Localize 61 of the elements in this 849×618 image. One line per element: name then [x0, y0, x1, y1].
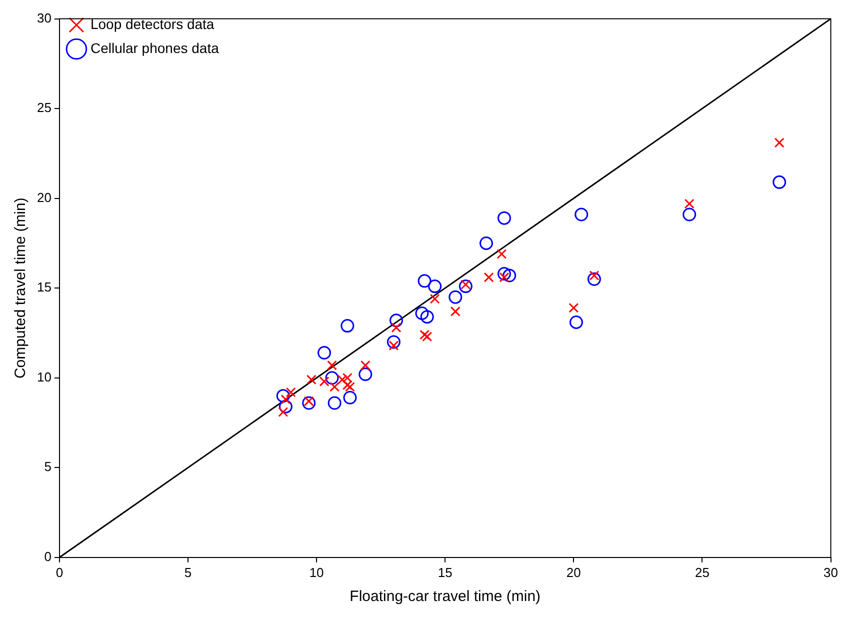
- point: [774, 138, 784, 148]
- point: [772, 175, 786, 189]
- y-tick-label: 10: [36, 369, 52, 384]
- point: [498, 266, 511, 280]
- point: [682, 208, 696, 222]
- point: [360, 360, 370, 370]
- point: [328, 396, 342, 410]
- point: [358, 368, 372, 382]
- point: [337, 374, 348, 385]
- point: [330, 382, 340, 392]
- point: [428, 280, 442, 294]
- point: [448, 290, 462, 304]
- point: [415, 306, 429, 320]
- point: [325, 371, 339, 385]
- x-tick-label: 25: [694, 564, 710, 580]
- point: [458, 280, 472, 294]
- point: [480, 236, 493, 250]
- legend-label: Loop detectors data: [90, 16, 214, 32]
- y-tick-label: 5: [44, 459, 52, 474]
- point: [319, 376, 330, 386]
- point: [318, 346, 332, 360]
- x-tick-label: 10: [309, 564, 324, 580]
- point: [326, 360, 337, 370]
- point: [278, 400, 292, 414]
- x-tick-label: 20: [566, 564, 581, 580]
- point: [420, 330, 430, 340]
- point: [343, 390, 357, 404]
- y-tick-label: 25: [36, 100, 52, 116]
- point: [302, 396, 316, 410]
- y-tick-label: 15: [36, 280, 52, 295]
- point: [390, 314, 404, 328]
- point: [286, 387, 296, 398]
- point: [276, 389, 290, 403]
- point: [484, 272, 494, 282]
- point: [430, 294, 440, 304]
- point: [568, 302, 579, 313]
- point: [386, 335, 400, 349]
- point: [418, 274, 432, 288]
- x-tick-label: 0: [56, 564, 64, 580]
- y-tick-label: 30: [36, 10, 52, 26]
- point: [684, 198, 694, 209]
- x-axis-title: Floating-car travel time (min): [350, 588, 541, 606]
- point: [306, 374, 316, 385]
- point: [391, 322, 402, 333]
- point: [498, 211, 511, 225]
- x-tick-label: 30: [824, 564, 838, 580]
- x-tick-label: 15: [438, 564, 452, 580]
- legend-label: Cellular phones data: [90, 40, 220, 56]
- point: [574, 208, 588, 222]
- point: [569, 315, 583, 329]
- y-tick-label: 20: [36, 190, 52, 205]
- x-tick-label: 5: [184, 564, 192, 580]
- point: [496, 248, 507, 259]
- point: [422, 332, 432, 342]
- point: [340, 319, 354, 333]
- y-tick-label: 0: [44, 548, 52, 564]
- point: [502, 268, 516, 282]
- point: [587, 272, 601, 286]
- y-axis-title: Computed travel time (min): [12, 198, 30, 379]
- point: [420, 310, 434, 324]
- point: [450, 306, 460, 316]
